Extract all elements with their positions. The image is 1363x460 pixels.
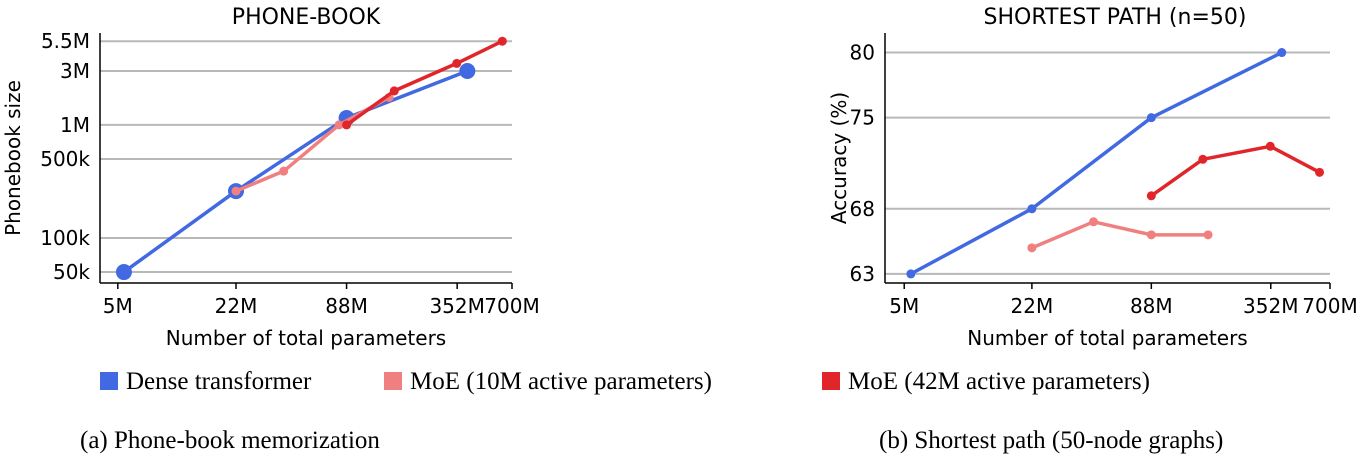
chart-title: PHONE-BOOK xyxy=(232,5,381,30)
legend-label-moe-10m: MoE (10M active parameters) xyxy=(410,368,712,395)
data-point xyxy=(1315,167,1325,177)
y-tick-label: 63 xyxy=(850,262,875,286)
series-line xyxy=(122,69,468,274)
data-point xyxy=(1265,141,1275,151)
x-tick-label: 22M xyxy=(215,294,258,318)
data-point xyxy=(1027,243,1037,253)
data-point xyxy=(1198,154,1208,164)
y-tick-label: 75 xyxy=(850,106,875,130)
legend-label-dense: Dense transformer xyxy=(126,368,312,395)
series-dense-transformer xyxy=(906,48,1287,279)
y-tick-label: 50k xyxy=(53,260,90,284)
data-point xyxy=(906,269,916,279)
x-tick-label: 22M xyxy=(1011,294,1054,318)
data-point xyxy=(334,120,344,130)
series-line xyxy=(910,50,1283,276)
legend: Dense transformer MoE (10M active parame… xyxy=(100,368,1150,395)
chart-phone-book: 50k 100k 500k 1M 3M 5.5M 5M 22M 88M 352M 700M PHONE… xyxy=(1,5,540,350)
series-moe-10m-active-parameters xyxy=(1027,217,1213,253)
series-line xyxy=(1031,220,1209,250)
data-point xyxy=(1089,217,1099,227)
series-moe-42m-active-parameters xyxy=(1146,141,1325,201)
x-tick-label: 700M xyxy=(1302,294,1357,318)
caption-b: (b) Shortest path (50-node graphs) xyxy=(879,427,1223,454)
data-point xyxy=(452,58,462,68)
data-point xyxy=(1146,230,1156,240)
y-tick-label: 3M xyxy=(60,59,90,83)
x-tick-label: 5M xyxy=(103,294,133,318)
legend-label-moe-42m: MoE (42M active parameters) xyxy=(848,368,1150,395)
y-tick-label: 68 xyxy=(850,197,875,221)
x-tick-label: 352M xyxy=(429,294,484,318)
x-axis-label: Number of total parameters xyxy=(166,326,446,350)
legend-item-moe-42m: MoE (42M active parameters) xyxy=(822,368,1150,395)
x-tick-label: 5M xyxy=(889,294,919,318)
legend-item-dense: Dense transformer xyxy=(100,368,312,395)
data-point xyxy=(1027,204,1037,214)
data-point xyxy=(459,62,476,79)
x-tick-label: 88M xyxy=(1130,294,1173,318)
y-tick-label: 100k xyxy=(40,226,90,250)
data-point xyxy=(342,120,352,130)
data-point xyxy=(389,86,399,96)
x-tick-label: 88M xyxy=(325,294,368,318)
legend-item-moe-10m: MoE (10M active parameters) xyxy=(384,368,712,395)
data-point xyxy=(497,36,507,46)
data-point xyxy=(1146,113,1156,123)
chart-title: SHORTEST PATH (n=50) xyxy=(984,5,1247,30)
data-point xyxy=(279,166,289,176)
caption-a: (a) Phone-book memorization xyxy=(80,427,380,454)
y-tick-label: 5.5M xyxy=(41,29,90,53)
y-tick-label: 80 xyxy=(850,41,875,65)
y-tick-label: 500k xyxy=(40,147,90,171)
data-point xyxy=(1146,191,1156,201)
data-point xyxy=(1203,230,1213,240)
chart-shortest-path: 63 68 75 80 5M 22M 88M 352M 700M SHORTEST PATH (n… xyxy=(827,5,1358,350)
y-tick-label: 1M xyxy=(60,113,90,137)
series-line xyxy=(1150,144,1321,198)
legend-swatch-dense xyxy=(100,372,118,390)
data-point xyxy=(1277,48,1287,58)
x-tick-label: 700M xyxy=(484,294,539,318)
series-line xyxy=(345,39,504,127)
x-tick-label: 352M xyxy=(1243,294,1298,318)
data-point xyxy=(115,264,132,281)
legend-swatch-moe-10m xyxy=(384,372,402,390)
y-axis-label: Accuracy (%) xyxy=(827,92,851,224)
data-point xyxy=(231,186,241,196)
series-dense-transformer xyxy=(115,62,476,281)
x-axis-label: Number of total parameters xyxy=(967,326,1247,350)
series-moe-42m-active-parameters xyxy=(342,36,507,130)
legend-swatch-moe-42m xyxy=(822,372,840,390)
y-axis-label: Phonebook size xyxy=(1,80,25,236)
